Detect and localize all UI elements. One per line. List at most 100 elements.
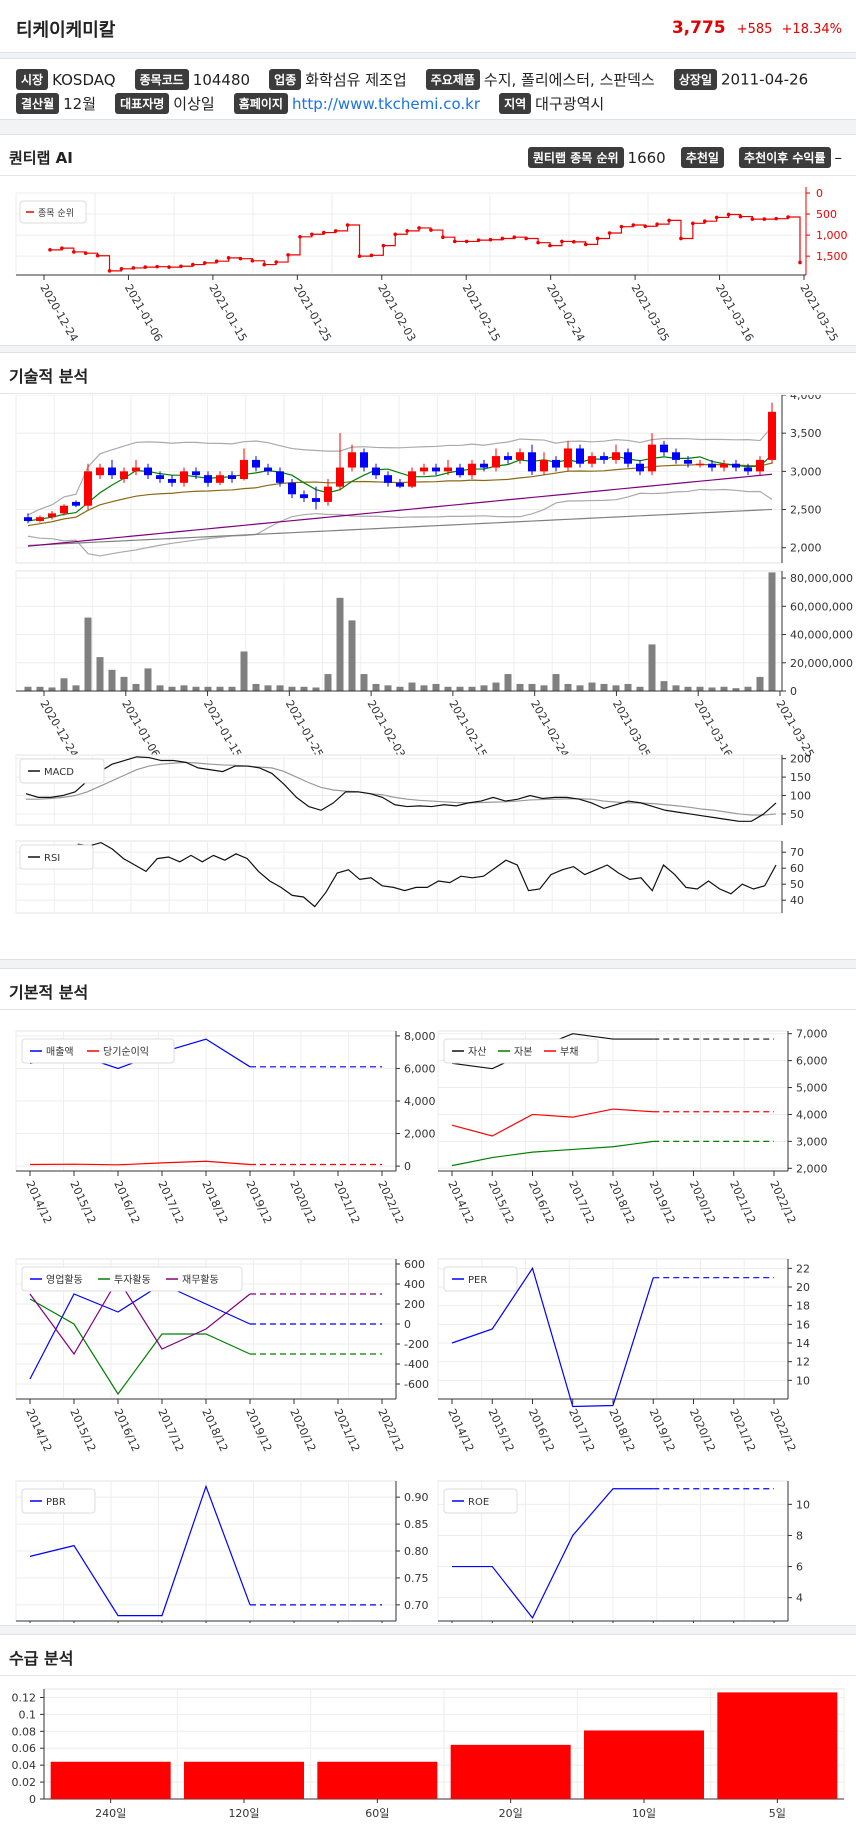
- candle-body: [360, 452, 368, 468]
- volume-bar: [708, 687, 716, 691]
- rank-point: [322, 230, 326, 235]
- candle-body: [264, 467, 272, 472]
- code-value: 104480: [192, 70, 251, 89]
- candle-body: [24, 517, 32, 521]
- y-tick-label: 10: [796, 1374, 810, 1387]
- x-tick-label: 2018/12: [606, 1179, 637, 1226]
- homepage-link[interactable]: http://www.tkchemi.co.kr: [291, 94, 480, 113]
- candle-body: [768, 411, 776, 460]
- legend-label: 재무활동: [182, 1273, 219, 1286]
- x-tick-label: 2021-03-25: [773, 698, 816, 760]
- candle-body: [60, 505, 68, 514]
- ai-title: 퀀티랩 AI: [9, 149, 73, 167]
- fund-card: 기본적 분석 8,000 6,000 4,000 2,000 0 2014/12 2015/…: [0, 968, 856, 1626]
- tech-section-title: 기술적 분석: [9, 367, 89, 386]
- candle-body: [396, 482, 404, 487]
- candle-body: [432, 467, 440, 472]
- rsi-line: [56, 841, 777, 908]
- supply-section-title: 수급 분석: [9, 1649, 74, 1668]
- y-tick-label: 0: [29, 1793, 36, 1806]
- region-label: 지역: [499, 93, 532, 114]
- rank-point: [310, 232, 314, 237]
- rank-label: 퀀티랩 종목 순위: [527, 147, 624, 168]
- y-tick-label: 200: [404, 1298, 425, 1311]
- rank-point: [798, 260, 802, 265]
- candle-body: [252, 459, 260, 468]
- x-tick-label: 2021-03-16: [692, 698, 735, 760]
- x-tick-label: 2021-02-15: [446, 698, 489, 760]
- rank-point: [417, 226, 421, 230]
- volume-bar: [264, 685, 272, 691]
- x-tick-label: 5일: [769, 1806, 786, 1820]
- rank-point: [750, 217, 755, 221]
- rank-point: [726, 212, 731, 217]
- rank-point: [679, 236, 683, 241]
- bollinger-upper: [27, 426, 773, 516]
- rank-point: [131, 266, 136, 270]
- y-tick-label: 3,500: [790, 427, 822, 440]
- x-tick-label: 2015/12: [486, 1179, 517, 1226]
- market-label: 시장: [16, 69, 49, 90]
- x-tick-label: 2021-02-15: [460, 282, 503, 344]
- y-tick-label: 1,000: [816, 229, 848, 242]
- volume-bar: [540, 685, 548, 691]
- x-tick-label: 2021-01-15: [201, 698, 244, 760]
- series-line: [451, 1108, 654, 1137]
- volume-bar: [288, 686, 296, 691]
- rank-point: [286, 253, 290, 257]
- y-tick-label: 3,000: [790, 465, 822, 478]
- x-tick-label: 2021-01-25: [291, 282, 334, 344]
- x-tick-label: 2021-02-24: [528, 698, 571, 760]
- candle-body: [324, 486, 332, 502]
- x-tick-label: 2017/12: [566, 1179, 597, 1226]
- rank-point: [738, 214, 743, 219]
- candle-body: [120, 471, 128, 479]
- y-tick-label: 8: [796, 1529, 803, 1542]
- volume-bar: [528, 683, 536, 691]
- candle-body: [684, 459, 692, 464]
- series-line: [29, 1484, 251, 1617]
- volume-bar: [48, 687, 56, 691]
- candle-body: [156, 475, 164, 479]
- candle-body: [312, 498, 320, 502]
- x-tick-label: 2021-02-03: [375, 282, 418, 344]
- series-line: [451, 1266, 654, 1408]
- volume-bar: [276, 685, 284, 691]
- rank-point: [83, 251, 88, 256]
- rank-point: [298, 234, 302, 239]
- x-tick-label: 2017/12: [566, 1407, 597, 1454]
- y-tick-label: 40,000,000: [790, 629, 853, 642]
- volume-bar: [444, 686, 452, 691]
- volume-bar: [192, 686, 200, 691]
- y-tick-label: 2,000: [790, 542, 822, 555]
- y-tick-label: 4,000: [790, 395, 822, 402]
- y-tick-label: 0.80: [404, 1545, 429, 1558]
- y-tick-label: 40: [790, 894, 804, 907]
- x-tick-label: 120일: [228, 1806, 259, 1820]
- x-tick-label: 2017/12: [155, 1179, 186, 1226]
- x-tick-label: 2021-03-05: [610, 698, 653, 760]
- rank-point: [72, 250, 76, 254]
- candle-body: [624, 452, 632, 464]
- x-tick-label: 2021-01-15: [206, 282, 249, 344]
- supply-bar: [50, 1761, 171, 1799]
- volume-bar: [96, 657, 104, 691]
- rank-point: [619, 224, 624, 229]
- volume-bar: [456, 686, 464, 691]
- x-tick-label: 240일: [95, 1806, 126, 1820]
- volume-bar: [36, 686, 44, 691]
- price-change-pct: +18.34%: [781, 22, 842, 37]
- x-tick-label: 2021/12: [727, 1407, 758, 1454]
- candle-body: [108, 467, 116, 476]
- candle-body: [732, 463, 740, 468]
- candle-body: [372, 467, 380, 476]
- candle-body: [300, 494, 308, 499]
- rank-point: [452, 239, 457, 244]
- y-tick-label: 0: [790, 685, 797, 698]
- volume-bar: [408, 682, 416, 691]
- volume-bar: [420, 685, 428, 691]
- volume-bar: [720, 686, 728, 691]
- x-tick-label: 2021-03-25: [797, 282, 840, 344]
- products-value: 수지, 폴리에스터, 스판덱스: [483, 71, 655, 89]
- volume-bar: [684, 686, 692, 691]
